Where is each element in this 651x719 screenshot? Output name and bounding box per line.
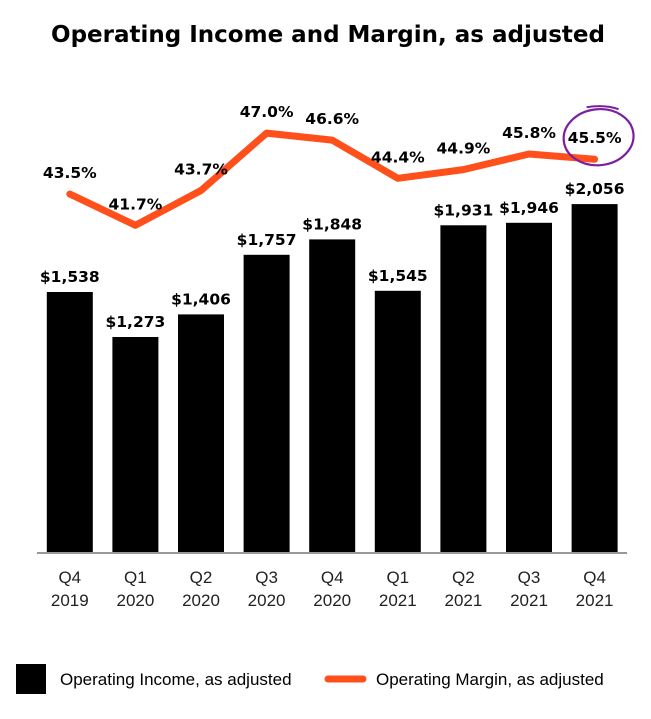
x-tick-year-8: 2021 xyxy=(576,591,614,610)
bar-value-label-7: $1,946 xyxy=(499,199,559,217)
annotation-layer xyxy=(562,105,635,167)
x-tick-quarter-7: Q3 xyxy=(518,568,541,587)
margin-value-label-0: 43.5% xyxy=(43,164,97,182)
margin-value-label-3: 47.0% xyxy=(240,103,294,121)
bar-4 xyxy=(309,239,356,553)
bar-value-label-4: $1,848 xyxy=(302,215,362,233)
x-tick-quarter-3: Q3 xyxy=(255,568,278,587)
margin-value-label-2: 43.7% xyxy=(174,161,228,179)
x-axis-ticks: Q4 2019 Q1 2020 Q2 2020 Q3 2020 Q4 2020 Q1 2021 Q2 20… xyxy=(51,568,614,610)
legend-swatch-operating-income xyxy=(16,664,46,694)
x-tick-quarter-0: Q4 xyxy=(58,568,81,587)
bar-0 xyxy=(46,292,93,553)
bar-5 xyxy=(374,290,421,553)
x-tick-year-0: 2019 xyxy=(51,591,89,610)
annotation-circle xyxy=(562,108,635,167)
margin-line xyxy=(66,129,599,229)
x-tick-quarter-4: Q4 xyxy=(321,568,344,587)
legend-label-operating-income: Operating Income, as adjusted xyxy=(60,670,292,689)
bar-value-label-8: $2,056 xyxy=(565,180,625,198)
margin-value-label-5: 44.4% xyxy=(371,148,425,166)
x-tick-quarter-2: Q2 xyxy=(190,568,213,587)
margin-value-label-1: 41.7% xyxy=(109,195,163,213)
x-tick-year-2: 2020 xyxy=(182,591,220,610)
bar-value-label-1: $1,273 xyxy=(105,313,165,331)
margin-value-label-8: 45.5% xyxy=(568,129,622,147)
bars-layer: $1,538 $1,273 $1,406 $1,757 $1,848 $1,545 $1,9… xyxy=(40,180,625,554)
bar-1 xyxy=(112,337,159,553)
legend: Operating Income, as adjusted Operating … xyxy=(16,664,604,694)
x-tick-year-1: 2020 xyxy=(116,591,154,610)
x-tick-year-6: 2021 xyxy=(444,591,482,610)
legend-label-operating-margin: Operating Margin, as adjusted xyxy=(376,670,604,689)
bar-8 xyxy=(571,204,618,553)
bar-value-label-2: $1,406 xyxy=(171,290,231,308)
bar-value-label-0: $1,538 xyxy=(40,268,100,286)
bar-3 xyxy=(243,254,290,554)
x-tick-quarter-8: Q4 xyxy=(583,568,606,587)
margin-value-label-7: 45.8% xyxy=(502,124,556,142)
bar-value-label-5: $1,545 xyxy=(368,267,428,285)
margin-value-label-4: 46.6% xyxy=(305,110,359,128)
x-tick-year-7: 2021 xyxy=(510,591,548,610)
chart-title: Operating Income and Margin, as adjusted xyxy=(51,22,605,48)
bar-2 xyxy=(178,314,224,553)
bar-7 xyxy=(506,222,552,554)
margin-value-label-6: 44.9% xyxy=(437,140,491,158)
x-tick-quarter-6: Q2 xyxy=(452,568,475,587)
annotation-stroke xyxy=(586,105,619,111)
x-tick-quarter-5: Q1 xyxy=(386,568,409,587)
bar-value-label-3: $1,757 xyxy=(237,231,297,249)
margin-line-layer: 43.5% 41.7% 43.7% 47.0% 46.6% 44.4% 44.9% 45.8%… xyxy=(43,103,622,229)
bar-6 xyxy=(440,225,487,554)
x-tick-quarter-1: Q1 xyxy=(124,568,147,587)
x-tick-year-3: 2020 xyxy=(248,591,286,610)
x-tick-year-5: 2021 xyxy=(379,591,417,610)
bar-value-label-6: $1,931 xyxy=(433,201,493,219)
x-tick-year-4: 2020 xyxy=(313,591,351,610)
